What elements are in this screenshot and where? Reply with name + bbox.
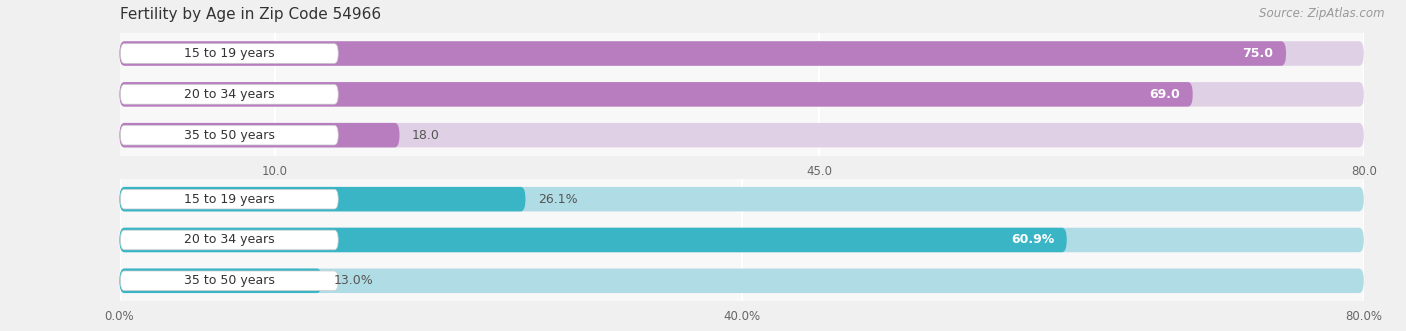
Text: 26.1%: 26.1% — [538, 193, 578, 206]
FancyBboxPatch shape — [120, 82, 1192, 107]
Text: Source: ZipAtlas.com: Source: ZipAtlas.com — [1260, 7, 1385, 20]
FancyBboxPatch shape — [121, 44, 339, 63]
FancyBboxPatch shape — [120, 41, 1286, 66]
FancyBboxPatch shape — [120, 268, 1364, 293]
Text: 18.0: 18.0 — [412, 129, 440, 142]
Text: 60.9%: 60.9% — [1011, 233, 1054, 247]
Text: Fertility by Age in Zip Code 54966: Fertility by Age in Zip Code 54966 — [120, 7, 381, 22]
Text: 35 to 50 years: 35 to 50 years — [184, 129, 274, 142]
FancyBboxPatch shape — [120, 187, 1364, 212]
Text: 35 to 50 years: 35 to 50 years — [184, 274, 274, 287]
FancyBboxPatch shape — [120, 82, 1364, 107]
Text: 75.0: 75.0 — [1243, 47, 1274, 60]
FancyBboxPatch shape — [120, 41, 1364, 66]
Text: 20 to 34 years: 20 to 34 years — [184, 233, 274, 247]
FancyBboxPatch shape — [120, 228, 1364, 252]
FancyBboxPatch shape — [120, 228, 1067, 252]
FancyBboxPatch shape — [121, 271, 339, 291]
FancyBboxPatch shape — [120, 187, 526, 212]
Text: 15 to 19 years: 15 to 19 years — [184, 193, 274, 206]
Text: 13.0%: 13.0% — [335, 274, 374, 287]
FancyBboxPatch shape — [121, 125, 339, 145]
Text: 15 to 19 years: 15 to 19 years — [184, 47, 274, 60]
FancyBboxPatch shape — [121, 84, 339, 104]
FancyBboxPatch shape — [120, 268, 322, 293]
FancyBboxPatch shape — [120, 123, 399, 147]
FancyBboxPatch shape — [121, 189, 339, 209]
FancyBboxPatch shape — [121, 230, 339, 250]
Text: 20 to 34 years: 20 to 34 years — [184, 88, 274, 101]
FancyBboxPatch shape — [120, 123, 1364, 147]
Text: 69.0: 69.0 — [1150, 88, 1180, 101]
